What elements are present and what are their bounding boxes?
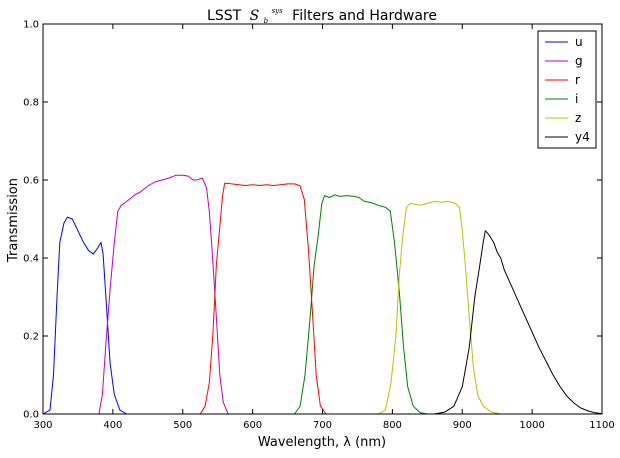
series-line-u (42, 216, 602, 415)
x-axis-ticks: 300 400 500 600 700 800 900 1000 1100 (33, 24, 615, 431)
legend-box (537, 30, 597, 149)
x-tick-label: 1100 (589, 420, 614, 431)
legend-label-i: i (575, 92, 578, 106)
title-prefix: LSST (207, 8, 242, 24)
x-tick-label: 800 (383, 420, 402, 431)
title-superscript: sys (272, 7, 284, 15)
title-suffix: Filters and Hardware (292, 8, 437, 24)
x-tick-label: 900 (453, 420, 472, 431)
x-axis-label: Wavelength, λ (nm) (258, 435, 386, 450)
series-line-r (43, 182, 602, 415)
title-subscript: b (264, 17, 269, 25)
series-line-y4 (43, 230, 603, 415)
legend-label-u: u (575, 35, 583, 49)
y-tick-label: 0.4 (23, 254, 39, 265)
x-tick-label: 300 (33, 420, 52, 431)
x-tick-label: 1000 (519, 420, 544, 431)
legend-label-g: g (575, 54, 583, 68)
curves-group (42, 174, 603, 415)
x-tick-label: 500 (173, 420, 192, 431)
chart-title: LSST S b sys Filters and Hardware (207, 1, 437, 27)
y-tick-label: 0.0 (23, 410, 39, 421)
y-tick-label: 0.8 (23, 98, 39, 109)
legend-label-r: r (575, 73, 580, 87)
y-tick-label: 0.2 (23, 332, 39, 343)
legend-label-y4: y4 (575, 130, 590, 144)
axes-frame (42, 23, 603, 415)
series-line-i (43, 194, 602, 415)
x-tick-label: 600 (243, 420, 262, 431)
y-axis-ticks: 0.0 0.2 0.4 0.6 0.8 1.0 (23, 20, 602, 421)
series-line-g (43, 174, 602, 415)
legend-label-z: z (575, 111, 581, 125)
y-tick-label: 0.6 (23, 176, 39, 187)
series-line-z (43, 200, 602, 415)
x-tick-label: 400 (103, 420, 122, 431)
title-symbol: S (250, 8, 260, 24)
y-axis-label: Transmission (6, 178, 21, 263)
x-tick-label: 700 (313, 420, 332, 431)
y-tick-label: 1.0 (23, 20, 39, 31)
